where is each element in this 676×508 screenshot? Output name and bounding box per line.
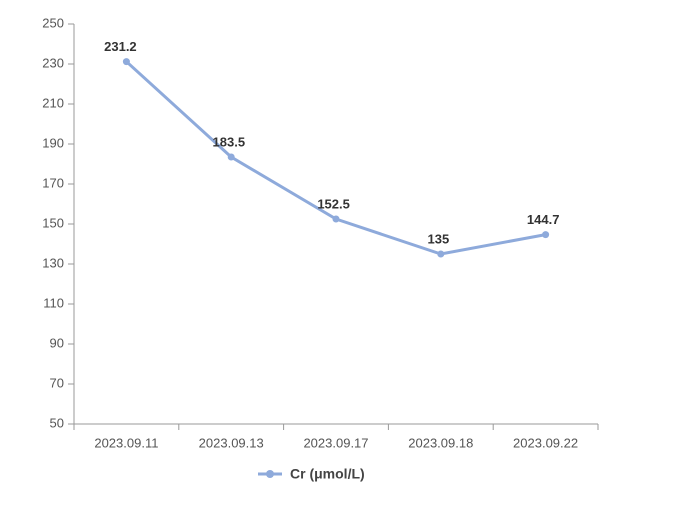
x-tick-label: 2023.09.18 [408, 435, 473, 450]
y-tick-label: 50 [50, 415, 64, 430]
data-label: 183.5 [213, 134, 246, 149]
y-tick-label: 130 [42, 255, 64, 270]
y-tick-label: 170 [42, 175, 64, 190]
data-label: 152.5 [317, 196, 350, 211]
y-tick-label: 150 [42, 215, 64, 230]
line [125, 60, 546, 256]
y-tick-label: 110 [43, 295, 64, 310]
point [437, 250, 445, 258]
y-tick-label: 70 [50, 375, 64, 390]
point [332, 215, 340, 223]
data-label: 144.7 [527, 212, 560, 227]
y-tick-label: 210 [42, 95, 64, 110]
legend-marker [266, 470, 274, 478]
data-label: 231.2 [104, 39, 137, 54]
y-tick-label: 250 [42, 15, 64, 30]
point [542, 231, 550, 239]
y-tick-label: 90 [50, 335, 64, 350]
legend-label: Cr (μmol/L) [290, 466, 365, 482]
data-label: 135 [428, 231, 450, 246]
x-tick-label: 2023.09.17 [303, 435, 368, 450]
y-tick-label: 190 [42, 135, 64, 150]
x-tick-label: 2023.09.22 [513, 435, 578, 450]
point [227, 153, 235, 161]
x-tick-label: 2023.09.13 [199, 435, 264, 450]
point [122, 58, 130, 66]
y-tick-label: 230 [42, 55, 64, 70]
x-tick-label: 2023.09.11 [94, 435, 158, 450]
